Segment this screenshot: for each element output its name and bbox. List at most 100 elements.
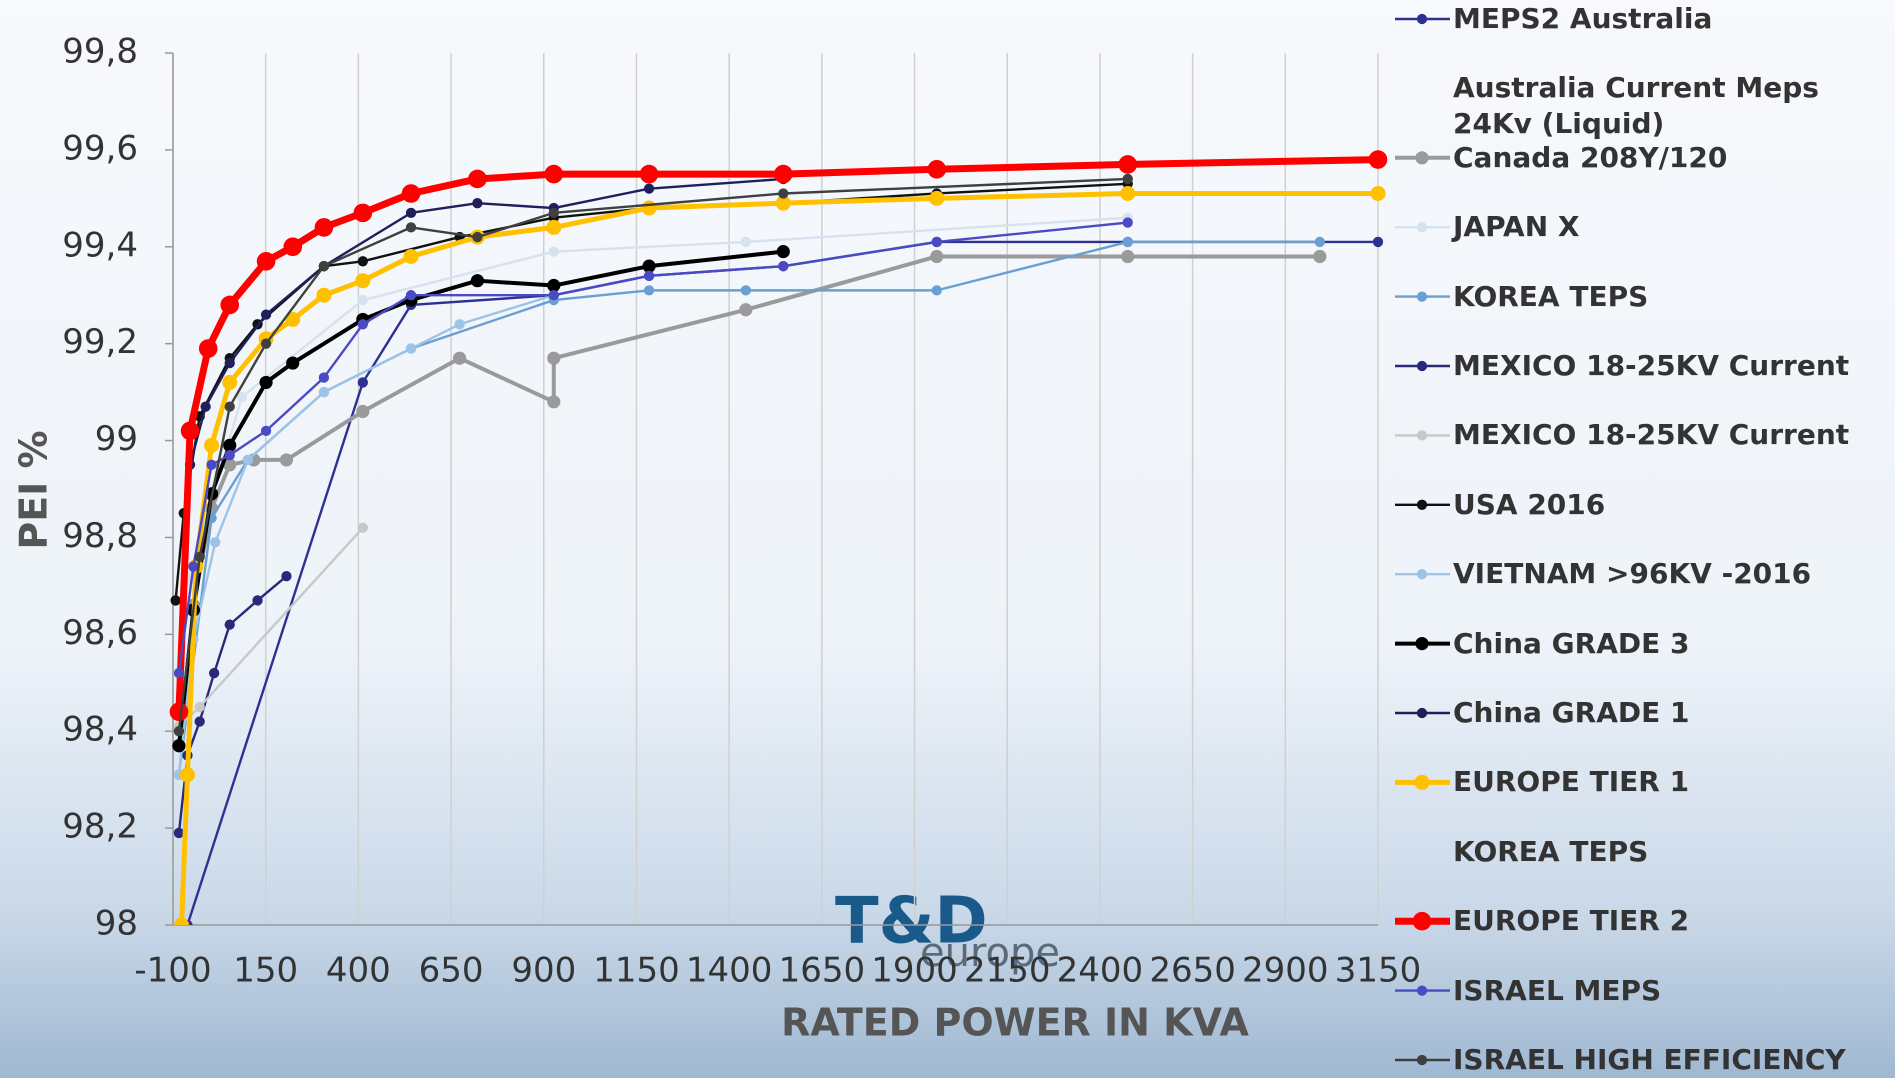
legend-label: USA 2016	[1453, 487, 1606, 521]
data-point	[1313, 249, 1327, 264]
data-point	[283, 237, 303, 257]
data-point	[256, 252, 276, 271]
data-point	[401, 184, 421, 203]
data-point	[224, 449, 235, 461]
data-point	[180, 421, 200, 441]
x-tick-label: 400	[326, 951, 391, 991]
legend-marker	[1416, 291, 1428, 302]
x-tick-label: 900	[511, 951, 576, 991]
data-point	[1122, 173, 1133, 185]
data-point	[222, 374, 238, 390]
data-point	[198, 339, 218, 358]
data-point	[356, 404, 370, 419]
data-point	[778, 188, 789, 199]
data-point	[169, 702, 189, 722]
data-point	[355, 273, 371, 289]
data-point	[260, 309, 272, 320]
x-tick-label: 2650	[1149, 951, 1236, 991]
x-tick-label: 1650	[779, 951, 866, 991]
data-point	[775, 195, 791, 211]
data-point	[929, 190, 945, 206]
data-point	[405, 343, 417, 354]
data-point	[740, 285, 751, 296]
legend-marker	[1412, 911, 1432, 931]
data-point	[318, 386, 330, 398]
series-line	[191, 254, 1320, 606]
x-tick-label: 2900	[1242, 951, 1329, 991]
series-line	[177, 177, 1128, 732]
data-point	[194, 701, 205, 713]
legend-label: Canada 208Y/120	[1453, 140, 1728, 174]
data-point	[1122, 217, 1133, 228]
data-point	[357, 256, 368, 267]
data-point	[194, 716, 205, 727]
y-tick-label: 98,2	[62, 807, 138, 847]
x-tick-label: -100	[134, 951, 211, 991]
data-point	[547, 395, 561, 409]
series-line	[186, 240, 1378, 925]
data-point	[548, 207, 559, 219]
data-point	[778, 260, 789, 272]
y-tick-label: 99,4	[62, 225, 138, 265]
series-line	[177, 240, 1320, 775]
data-point	[208, 667, 220, 679]
legend-label: KOREA TEPS	[1453, 279, 1649, 313]
data-point	[773, 164, 793, 184]
data-point	[236, 391, 248, 403]
y-tick-label: 98,4	[62, 710, 138, 750]
y-tick-label: 98	[95, 904, 138, 944]
legend-marker	[1416, 707, 1428, 719]
data-point	[200, 401, 211, 412]
x-tick-label: 3150	[1335, 951, 1422, 991]
data-point	[206, 459, 217, 470]
data-point	[357, 319, 368, 330]
data-point	[403, 248, 419, 264]
x-tick-label: 2150	[964, 951, 1051, 991]
data-point	[642, 259, 656, 273]
data-point	[1368, 150, 1388, 169]
x-axis-label: RATED POWER IN KVA	[781, 1001, 1249, 1045]
data-point	[1372, 236, 1384, 248]
legend-marker	[1416, 499, 1428, 510]
data-point	[314, 218, 334, 237]
x-tick-label: 1400	[686, 951, 773, 991]
x-tick-label: 1150	[593, 951, 680, 991]
data-point	[279, 453, 294, 467]
x-tick-label: 650	[419, 951, 484, 991]
data-point	[173, 827, 185, 839]
data-point	[1122, 236, 1133, 248]
legend-label: KOREA TEPS	[1453, 834, 1649, 868]
plot	[169, 150, 1388, 925]
y-tick-label: 99,2	[62, 322, 138, 362]
y-tick-label: 98,6	[62, 613, 138, 653]
data-point	[172, 739, 186, 753]
legend-marker	[1416, 1054, 1428, 1066]
legend-label: EUROPE TIER 1	[1453, 765, 1690, 799]
data-point	[259, 375, 273, 390]
data-point	[546, 219, 562, 235]
series-line	[175, 156, 1379, 712]
data-point	[930, 249, 944, 264]
data-point	[316, 287, 332, 303]
legend-label: Australia Current Meps 24Kv (Liquid)	[1453, 71, 1819, 141]
legend-marker	[1416, 985, 1428, 996]
data-point	[220, 295, 240, 315]
data-point	[472, 198, 483, 209]
y-axis-label: PEI %	[12, 430, 56, 549]
data-point	[285, 311, 301, 327]
legend-marker	[1416, 222, 1428, 233]
legend-label: ISRAEL HIGH EFFICIENCY	[1453, 1043, 1846, 1076]
data-point	[286, 356, 300, 370]
legend-label: MEXICO 18-25KV Current	[1453, 418, 1850, 452]
data-point	[357, 522, 368, 533]
legend-marker	[1416, 360, 1428, 372]
series-line	[186, 216, 1128, 582]
data-point	[931, 285, 942, 296]
data-point	[224, 401, 235, 412]
logo: T&D	[835, 885, 988, 959]
legend-marker	[1416, 13, 1428, 25]
legend-label: China GRADE 3	[1453, 626, 1690, 660]
data-point	[318, 372, 330, 383]
legend-marker	[1415, 151, 1429, 165]
data-point	[223, 438, 237, 452]
